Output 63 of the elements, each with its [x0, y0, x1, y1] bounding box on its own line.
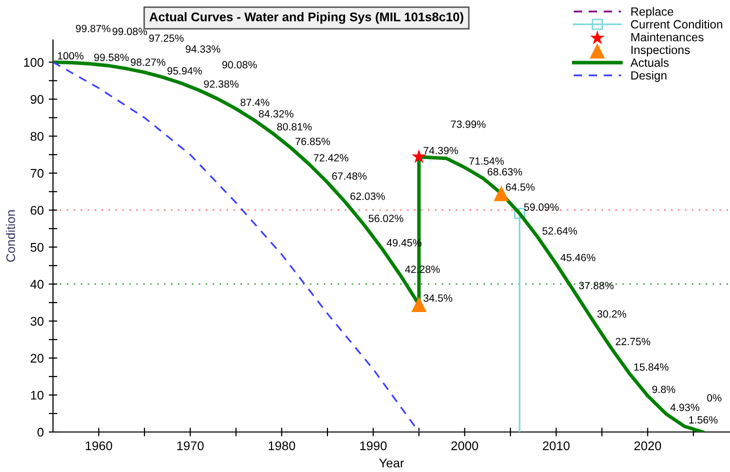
y-tick-label: 60 — [30, 206, 44, 215]
x-axis-title: Year — [379, 458, 404, 468]
x-tick-label: 2010 — [542, 441, 570, 450]
data-label: 80.81% — [277, 123, 312, 130]
data-label: 87.4% — [240, 98, 270, 106]
legend-label: Actuals — [630, 58, 669, 67]
y-tick-label: 100 — [24, 58, 44, 67]
data-label: 22.75% — [616, 338, 650, 346]
data-label: 84.32% — [258, 110, 294, 118]
data-label: 37.88% — [579, 282, 614, 290]
legend-label: Maintenances — [631, 32, 704, 42]
y-tick-label: 10 — [31, 390, 44, 400]
y-tick-label: 20 — [30, 354, 44, 363]
data-label: 64.5% — [506, 183, 535, 191]
data-label: 98.27% — [130, 58, 166, 66]
x-tick-label: 2020 — [634, 441, 662, 450]
legend-label: Design — [631, 70, 666, 82]
data-label: 97.25% — [149, 34, 184, 42]
data-label: 0% — [707, 394, 722, 402]
y-tick-label: 80 — [30, 132, 44, 141]
y-tick-label: 40 — [30, 280, 44, 289]
x-tick-label: 1990 — [360, 441, 387, 450]
data-label: 71.54% — [469, 157, 504, 165]
x-tick-label: 2000 — [451, 441, 478, 450]
data-label: 4.93% — [670, 404, 700, 412]
data-label: 100% — [58, 52, 84, 60]
y-tick-label: 0 — [38, 428, 44, 437]
y-axis-title: Condition — [6, 210, 16, 262]
data-label: 90.08% — [222, 61, 257, 68]
chart-title: Actual Curves - Water and Piping Sys (MIL 101s8c10) — [149, 12, 464, 24]
data-label: 73.99% — [451, 120, 486, 128]
legend-label: Current Condition — [631, 20, 722, 29]
data-label: 59.09% — [524, 203, 559, 211]
legend-label: Inspections — [631, 45, 690, 56]
data-label: 68.63% — [488, 168, 522, 176]
data-label: 99.87% — [76, 24, 110, 32]
data-label: 30.2% — [597, 310, 626, 318]
data-label: 1.56% — [689, 416, 718, 424]
y-tick-label: 50 — [30, 242, 44, 252]
data-label: 99.58% — [94, 54, 129, 62]
data-label: 52.64% — [542, 227, 578, 235]
data-label: 92.38% — [204, 80, 239, 88]
y-tick-label: 30 — [30, 316, 44, 326]
y-tick-label: 90 — [30, 94, 44, 104]
x-tick-label: 1960 — [86, 441, 112, 450]
data-label: 34.5% — [424, 294, 452, 302]
data-label: 76.85% — [296, 138, 330, 146]
data-label: 56.02% — [368, 214, 404, 222]
data-label: 72.42% — [314, 154, 348, 162]
y-tick-label: 70 — [30, 168, 44, 178]
data-label: 74.39% — [424, 146, 458, 154]
point — [514, 208, 526, 220]
data-label: 67.48% — [332, 172, 367, 180]
data-label: 94.33% — [186, 45, 220, 53]
data-label: 99.08% — [112, 28, 148, 36]
x-tick-label: 1970 — [177, 441, 204, 450]
data-label: 9.8% — [652, 386, 676, 394]
data-label: 45.46% — [560, 254, 596, 262]
x-tick-label: 1980 — [268, 441, 296, 450]
legend-label: Replace — [631, 7, 674, 18]
data-label: 62.03% — [350, 192, 385, 200]
data-label: 15.84% — [634, 363, 668, 371]
data-label: 95.94% — [167, 67, 202, 75]
